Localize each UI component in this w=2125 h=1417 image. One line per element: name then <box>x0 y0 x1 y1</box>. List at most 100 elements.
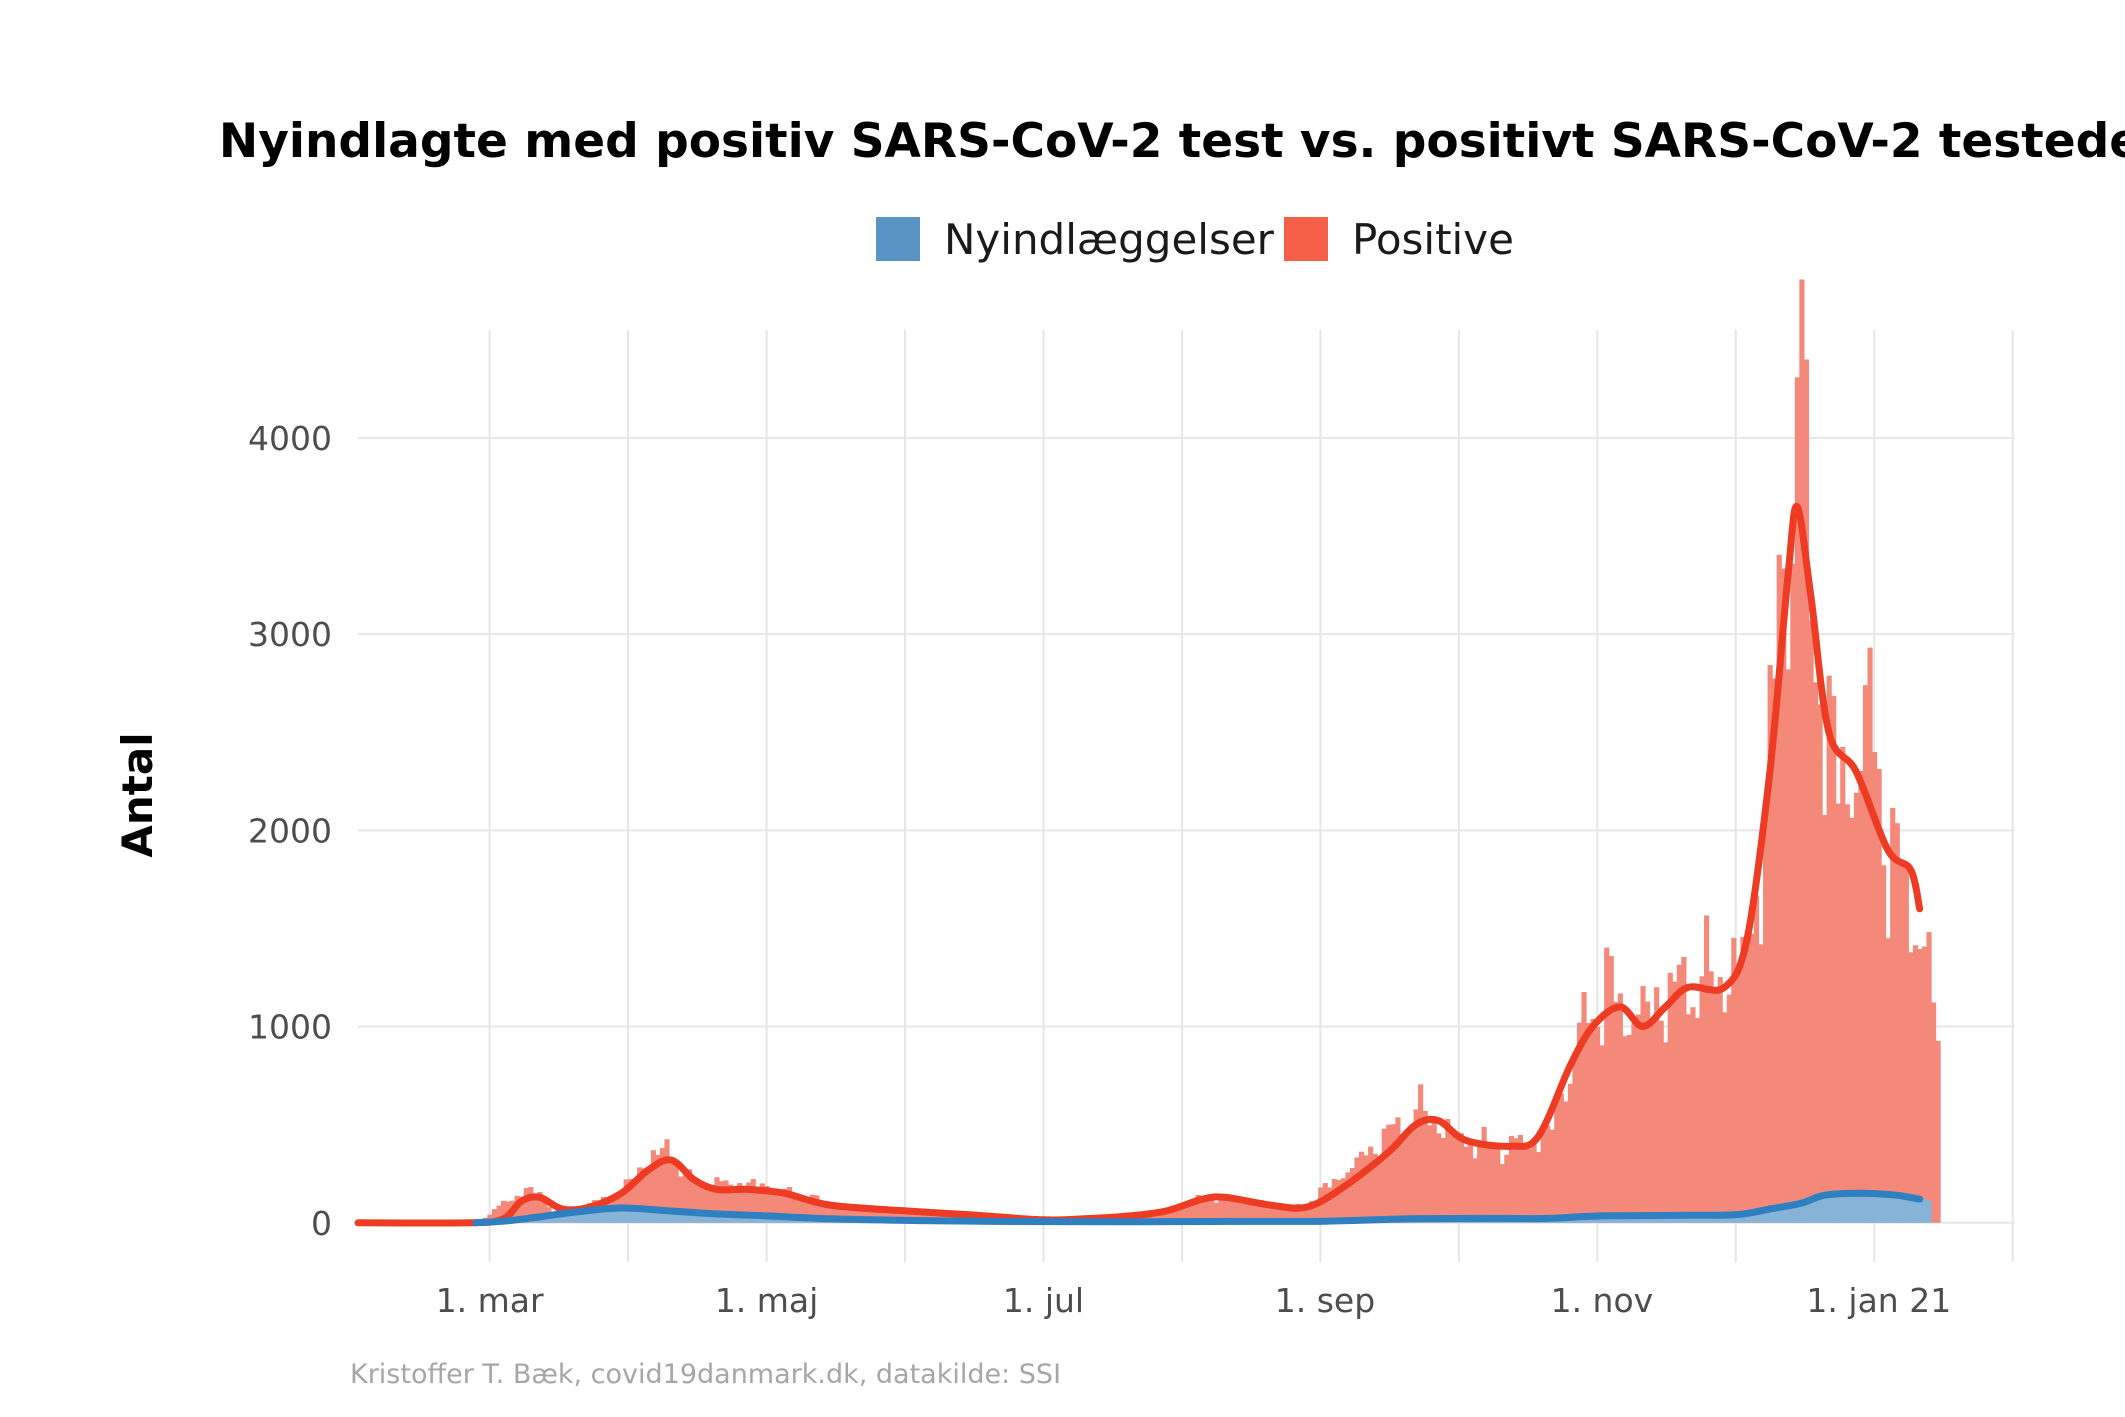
positive-bar <box>1368 1146 1374 1223</box>
nyindlaeggelser-bar <box>687 1212 693 1223</box>
positive-bar <box>664 1139 670 1223</box>
nyindlaeggelser-bar <box>1894 1193 1900 1223</box>
nyindlaeggelser-bar <box>1903 1194 1909 1223</box>
positive-bar <box>1508 1135 1514 1223</box>
x-tick-label: 1. sep <box>1275 1281 1375 1320</box>
positive-bar <box>655 1154 661 1223</box>
nyindlaeggelser-bar <box>678 1211 684 1223</box>
positive-bar <box>1404 1131 1410 1223</box>
positive-bar <box>1690 1007 1696 1223</box>
positive-bar <box>1608 956 1614 1223</box>
positive-bar <box>1681 956 1687 1223</box>
nyindlaeggelser-bar <box>1812 1195 1819 1223</box>
positive-bar <box>1694 1018 1701 1223</box>
nyindlaeggelser-bar <box>1808 1196 1814 1223</box>
positive-bar <box>1903 864 1909 1223</box>
positive-bar <box>909 1208 915 1223</box>
positive-bar <box>1908 952 1914 1223</box>
positive-bar <box>650 1150 656 1223</box>
positive-bar <box>759 1183 765 1223</box>
legend-key-nyindlaeggelser <box>876 217 920 261</box>
positive-bar <box>1467 1144 1474 1223</box>
positive-bar <box>537 1192 543 1223</box>
positive-bar <box>1654 987 1660 1223</box>
positive-bar <box>668 1159 675 1223</box>
positive-bar <box>905 1210 911 1223</box>
caption: Kristoffer T. Bæk, covid19danmark.dk, da… <box>350 1359 1061 1390</box>
positive-bar <box>1731 937 1737 1223</box>
positive-bar <box>1327 1187 1333 1223</box>
positive-bar <box>691 1177 697 1223</box>
positive-bar <box>1626 1034 1632 1223</box>
positive-bar <box>877 1207 883 1223</box>
positive-bar <box>1399 1138 1406 1223</box>
positive-bar <box>1331 1178 1337 1223</box>
positive-bar <box>1545 1125 1551 1223</box>
positive-bar <box>1563 1101 1569 1223</box>
nyindlaeggelser-bar <box>1772 1205 1778 1223</box>
nyindlaeggelser-bar <box>1862 1190 1869 1223</box>
positive-bar <box>1145 1212 1151 1223</box>
nyindlaeggelser-bar <box>709 1213 715 1223</box>
positive-bar <box>1490 1143 1496 1223</box>
positive-bar <box>1722 1012 1728 1223</box>
positive-bar <box>1881 865 1887 1223</box>
positive-bar <box>1744 930 1751 1223</box>
positive-bar <box>1181 1206 1188 1223</box>
positive-bar <box>1567 1083 1573 1223</box>
positive-bar <box>859 1205 865 1223</box>
nyindlaeggelser-bar <box>1817 1194 1823 1223</box>
positive-bar <box>1749 933 1755 1223</box>
x-axis-ticks: 1. mar 1. maj 1. jul 1. sep 1. nov 1. jan 21 <box>436 1281 1951 1320</box>
positive-bar <box>827 1204 833 1223</box>
positive-bar <box>750 1179 756 1223</box>
positive-bar <box>1390 1124 1396 1223</box>
nyindlaeggelser-bar <box>1831 1191 1837 1223</box>
positive-bar <box>1822 815 1828 1223</box>
positive-bar <box>1268 1203 1274 1223</box>
nyindlaeggelser-bar <box>650 1209 656 1223</box>
nyindlaeggelser-bar <box>1926 1200 1932 1223</box>
positive-bar <box>832 1205 838 1223</box>
positive-bar <box>1586 1023 1592 1223</box>
positive-bar <box>1263 1204 1269 1223</box>
positive-bar <box>659 1148 666 1223</box>
nyindlaeggelser-bar <box>655 1209 661 1223</box>
positive-bar <box>1309 1201 1315 1223</box>
nyindlaeggelser-bar <box>1853 1190 1859 1223</box>
positive-bar <box>796 1197 802 1223</box>
positive-bar <box>1708 971 1714 1223</box>
legend-label-positive: Positive <box>1352 215 1514 264</box>
positive-bar <box>1499 1164 1505 1223</box>
positive-bar <box>1890 807 1896 1223</box>
positive-bar <box>873 1206 879 1223</box>
x-tick-label: 1. maj <box>715 1281 819 1320</box>
x-tick-label: 1. jul <box>1003 1281 1084 1320</box>
nyindlaeggelser-bar <box>1676 1214 1682 1223</box>
nyindlaeggelser-bar <box>727 1214 734 1223</box>
positive-bar <box>841 1204 847 1223</box>
y-tick-label: 0 <box>311 1204 332 1243</box>
positive-bar <box>1504 1154 1510 1223</box>
legend-key-positive <box>1284 217 1328 261</box>
positive-bar <box>727 1184 734 1223</box>
positive-bar <box>705 1190 711 1223</box>
positive-bar <box>1808 620 1814 1223</box>
positive-bar <box>646 1170 652 1223</box>
nyindlaeggelser-bar <box>1876 1190 1882 1223</box>
positive-bar <box>746 1182 752 1223</box>
nyindlaeggelser-bar <box>746 1215 752 1223</box>
positive-bar <box>1372 1153 1378 1223</box>
positive-bar <box>1440 1137 1446 1223</box>
positive-bar <box>1150 1213 1156 1223</box>
positive-bar <box>1713 990 1719 1223</box>
positive-bar <box>1363 1155 1369 1223</box>
nyindlaeggelser-bar <box>578 1208 584 1223</box>
nyindlaeggelser-bar <box>664 1210 670 1223</box>
positive-bar <box>1676 964 1682 1223</box>
nyindlaeggelser-bar <box>1731 1214 1737 1223</box>
positive-bar <box>1304 1205 1310 1223</box>
nyindlaeggelser-bar <box>564 1210 570 1223</box>
positive-bar <box>855 1206 861 1223</box>
positive-bar <box>850 1204 856 1223</box>
